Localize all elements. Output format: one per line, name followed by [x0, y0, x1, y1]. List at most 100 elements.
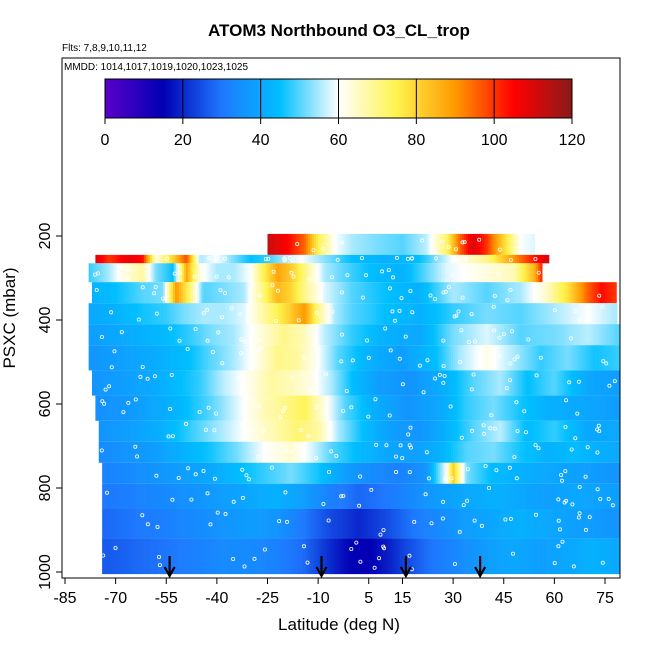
heatmap-cell: [331, 345, 334, 371]
heatmap-cell: [590, 282, 593, 304]
heatmap-cell: [155, 441, 158, 463]
heatmap-cell: [213, 483, 216, 509]
heatmap-cell: [448, 483, 451, 509]
heatmap-cell: [416, 370, 419, 396]
sample-point: [569, 336, 574, 341]
heatmap-cell: [210, 254, 214, 264]
heatmap-cell: [231, 282, 235, 304]
heatmap-cell: [432, 370, 435, 396]
heatmap-cell: [305, 303, 308, 325]
heatmap-cell: [288, 370, 291, 396]
sample-point: [505, 298, 510, 303]
heatmap-cell: [223, 538, 226, 575]
heatmap-cell: [121, 263, 124, 283]
heatmap-cell: [271, 233, 274, 255]
heatmap-cell: [511, 282, 514, 304]
heatmap-cell: [393, 233, 396, 255]
heatmap-cell: [147, 324, 150, 346]
heatmap-cell: [156, 509, 160, 539]
heatmap-cell: [441, 233, 444, 255]
heatmap-cell: [150, 538, 154, 575]
heatmap-cell: [331, 420, 334, 442]
heatmap-cell: [213, 538, 216, 575]
heatmap-cell: [592, 345, 596, 371]
heatmap-cell: [321, 303, 324, 325]
heatmap-cell: [545, 483, 548, 509]
heatmap-cell: [185, 345, 189, 371]
heatmap-cell: [469, 345, 472, 371]
heatmap-cell: [576, 303, 579, 325]
heatmap-cell: [99, 254, 102, 264]
heatmap-cell: [384, 233, 388, 255]
heatmap-cell: [434, 462, 437, 484]
sample-point: [508, 287, 513, 292]
heatmap-cell: [310, 233, 313, 255]
heatmap-cell: [544, 420, 547, 442]
heatmap-cell: [301, 324, 304, 346]
heatmap-cell: [326, 395, 329, 421]
heatmap-cell: [259, 254, 262, 264]
heatmap-cell: [477, 324, 480, 346]
heatmap-cell: [237, 509, 241, 539]
heatmap-cell: [528, 324, 531, 346]
heatmap-cell: [274, 420, 278, 442]
heatmap-cell: [108, 370, 111, 396]
heatmap-cell: [558, 303, 561, 325]
heatmap-cell: [123, 420, 126, 442]
heatmap-cell: [498, 395, 501, 421]
heatmap-cell: [386, 233, 390, 255]
heatmap-cell: [503, 282, 506, 304]
sample-point: [192, 274, 197, 279]
heatmap-cell: [239, 483, 243, 509]
heatmap-cell: [213, 370, 216, 396]
heatmap-cell: [391, 233, 394, 255]
heatmap-cell: [373, 282, 376, 304]
heatmap-cell: [490, 462, 494, 484]
heatmap-cell: [506, 233, 509, 255]
heatmap-cell: [592, 324, 596, 346]
sample-point: [161, 296, 166, 301]
heatmap-cell: [530, 420, 533, 442]
heatmap-cell: [205, 509, 208, 539]
heatmap-cell: [185, 509, 188, 539]
heatmap-cell: [252, 345, 255, 371]
heatmap-cell: [294, 509, 297, 539]
heatmap-cell: [245, 370, 249, 396]
heatmap-cell: [521, 538, 524, 575]
heatmap-cell: [423, 395, 426, 421]
heatmap-cell: [125, 395, 129, 421]
heatmap-cell: [208, 263, 211, 283]
heatmap-cell: [311, 420, 314, 442]
heatmap-cell: [143, 303, 146, 325]
heatmap-cell: [134, 282, 137, 304]
heatmap-cell: [570, 345, 573, 371]
sample-point: [481, 431, 486, 436]
heatmap-cell: [228, 303, 231, 325]
heatmap-cell: [223, 282, 226, 304]
heatmap-cell: [226, 345, 229, 371]
heatmap-cell: [275, 254, 278, 264]
heatmap-cell: [312, 462, 316, 484]
heatmap-cell: [256, 462, 259, 484]
heatmap-cell: [346, 395, 349, 421]
heatmap-cell: [138, 462, 141, 484]
heatmap-cell: [596, 538, 599, 575]
heatmap-cell: [128, 282, 131, 304]
heatmap-cell: [614, 538, 617, 575]
heatmap-cell: [430, 420, 434, 442]
heatmap-cell: [234, 345, 237, 371]
sample-point: [197, 409, 202, 414]
heatmap-cell: [137, 303, 140, 325]
heatmap-cell: [590, 483, 593, 509]
heatmap-cell: [106, 462, 109, 484]
heatmap-cell: [546, 395, 550, 421]
heatmap-cell: [179, 483, 182, 509]
heatmap-cell: [305, 233, 309, 255]
heatmap-cell: [189, 538, 192, 575]
heatmap-cell: [248, 263, 251, 283]
heatmap-cell: [388, 345, 391, 371]
heatmap-cell: [596, 303, 600, 325]
heatmap-cell: [513, 462, 516, 484]
heatmap-cell: [446, 370, 449, 396]
heatmap-cell: [165, 263, 168, 283]
